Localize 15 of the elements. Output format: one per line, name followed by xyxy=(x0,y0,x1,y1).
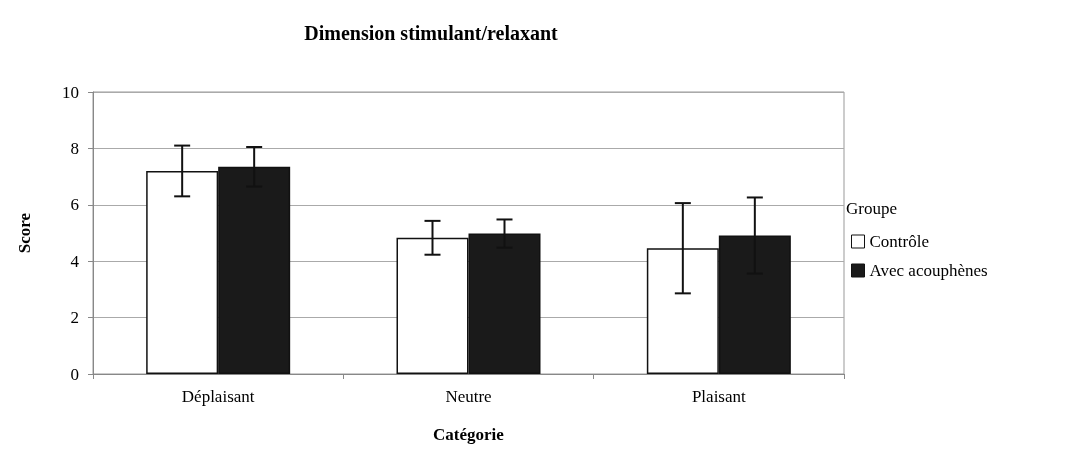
chart-title: Dimension stimulant/relaxant xyxy=(304,22,559,44)
x-tick-label: Déplaisant xyxy=(181,387,255,406)
legend-label: Contrôle xyxy=(869,232,929,251)
y-axis-title: Score xyxy=(15,212,34,254)
x-tick-label: Neutre xyxy=(445,387,492,406)
legend-label: Avec acouphènes xyxy=(869,261,988,280)
y-tick-label: 6 xyxy=(70,195,79,215)
y-tick-label: 8 xyxy=(70,138,79,158)
x-axis-title: Catégorie xyxy=(433,425,505,444)
y-tick-label: 4 xyxy=(70,251,80,271)
y-tick-label: 0 xyxy=(70,364,79,384)
legend-title: Groupe xyxy=(846,199,897,218)
y-tick-label: 2 xyxy=(70,308,79,328)
x-tick-label: Plaisant xyxy=(691,387,747,406)
y-tick-label: 10 xyxy=(62,82,79,102)
